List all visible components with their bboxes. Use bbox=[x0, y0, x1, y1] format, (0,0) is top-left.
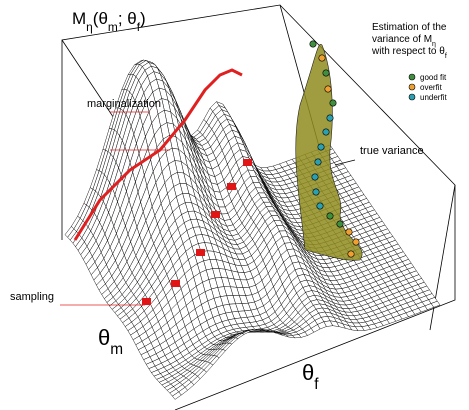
text-part: f bbox=[314, 376, 319, 393]
box-text: with respect to θf bbox=[371, 46, 447, 60]
legend-marker bbox=[408, 93, 416, 101]
estimate-dot bbox=[317, 143, 325, 151]
estimate-dot bbox=[312, 188, 320, 196]
estimate-dot bbox=[329, 99, 337, 107]
estimate-dot bbox=[316, 202, 324, 210]
estimates bbox=[309, 40, 360, 258]
text-part: η bbox=[432, 41, 436, 48]
estimate-dot bbox=[347, 250, 355, 258]
text-part: θ bbox=[302, 360, 314, 385]
text-part: variance of M bbox=[372, 34, 432, 45]
box-edge bbox=[429, 184, 456, 331]
estimate-dot bbox=[352, 238, 360, 246]
estimate-dot bbox=[336, 220, 344, 228]
text-part: with respect to bbox=[371, 46, 439, 57]
estimate-dot bbox=[309, 40, 317, 48]
samples bbox=[142, 159, 252, 305]
text-part: η bbox=[86, 20, 93, 34]
text-part: θ bbox=[439, 46, 445, 57]
legend-label: underfit bbox=[420, 93, 447, 102]
text-part: θ bbox=[98, 325, 110, 350]
z-axis-label: Mη(θm; θf) bbox=[72, 9, 146, 34]
estimate-dot bbox=[324, 85, 332, 93]
estimate-dot bbox=[345, 228, 353, 236]
estimate-dot bbox=[326, 212, 334, 220]
legend-label: good fit bbox=[420, 73, 447, 82]
y-axis-label: θf bbox=[302, 360, 319, 393]
box-outline bbox=[61, 4, 456, 410]
text-part: f bbox=[137, 20, 141, 34]
sample bbox=[227, 183, 236, 190]
legend-marker bbox=[408, 73, 416, 81]
text-part: ) bbox=[140, 9, 146, 28]
sample bbox=[142, 298, 151, 305]
leaders bbox=[60, 111, 356, 306]
box-background bbox=[360, 5, 465, 77]
text-part: M bbox=[72, 9, 86, 28]
estimate-dot bbox=[322, 69, 330, 77]
mesh-cell bbox=[172, 391, 182, 400]
estimate-dot bbox=[326, 114, 334, 122]
sample bbox=[211, 211, 220, 218]
marginalization-line bbox=[73, 68, 243, 241]
annotation: true variance bbox=[360, 145, 424, 157]
estimate-dot bbox=[311, 173, 319, 181]
true-variance-area bbox=[295, 43, 363, 261]
text-part: (θ bbox=[93, 9, 108, 28]
annotation: sampling bbox=[10, 291, 54, 303]
sample bbox=[243, 159, 252, 166]
estimate-dot bbox=[314, 158, 322, 166]
annotation: marginalization bbox=[87, 98, 161, 110]
text-part: f bbox=[445, 53, 447, 60]
box-text: variance of Mη bbox=[372, 34, 436, 48]
estimate-dot bbox=[322, 128, 330, 136]
text-part: ; θ bbox=[118, 9, 137, 28]
text-part: m bbox=[110, 341, 123, 358]
box-text: Estimation of the bbox=[372, 22, 447, 33]
legend-label: overfit bbox=[420, 83, 443, 92]
x-axis-label: θm bbox=[98, 325, 123, 358]
leader bbox=[334, 159, 356, 166]
text-part: Estimation of the bbox=[372, 22, 447, 33]
legend-marker bbox=[408, 83, 416, 91]
sample bbox=[171, 280, 180, 287]
text-part: m bbox=[108, 20, 118, 34]
estimate-dot bbox=[318, 54, 326, 62]
sample bbox=[196, 249, 205, 256]
